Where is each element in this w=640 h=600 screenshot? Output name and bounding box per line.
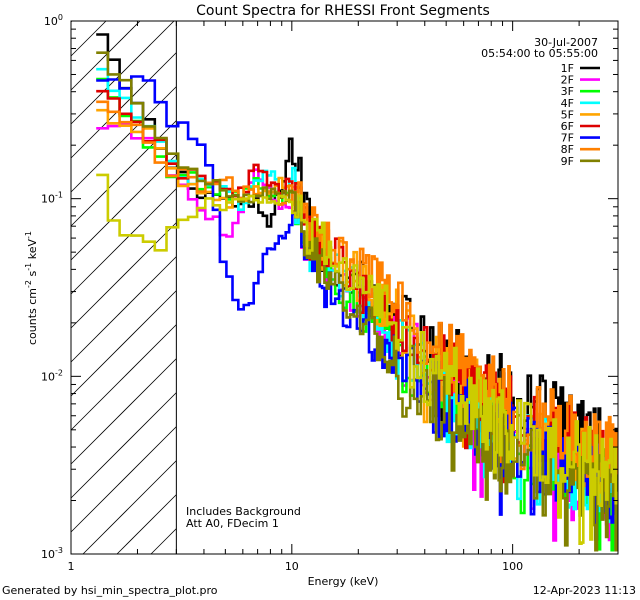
x-tick-label: 10	[285, 560, 299, 573]
hatch-line	[70, 154, 177, 261]
legend-label: 5F	[561, 108, 574, 121]
series-line-extra	[96, 173, 618, 545]
x-tick-label: 100	[502, 560, 523, 573]
y-tick-label: 10-2	[41, 368, 63, 383]
legend-label: 4F	[561, 97, 574, 110]
x-tick-label: 1	[68, 560, 75, 573]
annotation-background: Includes Background	[186, 505, 301, 518]
hatch-line	[70, 358, 177, 465]
legend-label: 3F	[561, 85, 574, 98]
hatch-line	[70, 20, 141, 91]
hatch-line	[70, 392, 177, 499]
hatch-line	[70, 426, 177, 533]
hatch-line	[116, 494, 177, 555]
y-axis-label: counts cm-2 s-1 keV-1	[24, 231, 39, 345]
y-tick-label: 100	[44, 13, 63, 28]
hatch-line	[70, 20, 175, 125]
y-tick-label: 10-3	[41, 546, 63, 561]
timestamp-label: 12-Apr-2023 11:13	[533, 584, 636, 597]
hatch-line	[70, 256, 177, 363]
hatch-line	[70, 222, 177, 329]
legend-label: 8F	[561, 143, 574, 156]
y-tick-label: 10-1	[41, 191, 63, 206]
hatch-line	[82, 460, 177, 555]
x-axis-label: Energy (keV)	[308, 575, 379, 588]
chart-title: Count Spectra for RHESSI Front Segments	[196, 3, 490, 19]
generated-by-label: Generated by hsi_min_spectra_plot.pro	[2, 584, 218, 597]
legend-label: 9F	[561, 155, 574, 168]
hatch-line	[70, 188, 177, 295]
hatch-line	[70, 20, 107, 57]
hatch-line	[70, 324, 177, 431]
date-label: 30-Jul-2007	[534, 36, 598, 49]
hatch-line	[70, 120, 177, 227]
hatch-line	[70, 290, 177, 397]
legend-label: 7F	[561, 132, 574, 145]
axis-ticks: 1 10 100 10-3 10-2 10-1 100	[41, 13, 619, 573]
plot-frame	[70, 20, 619, 555]
legend-label: 1F	[561, 62, 574, 75]
series-group	[96, 33, 618, 552]
low-energy-hatch-region	[70, 20, 177, 555]
time-range-label: 05:54:00 to 05:55:00	[481, 47, 598, 60]
legend-label: 6F	[561, 120, 574, 133]
hatch-line	[70, 86, 177, 193]
hatch-line	[150, 528, 177, 555]
legend-label: 2F	[561, 74, 574, 87]
annotation-attenuator: Att A0, FDecim 1	[186, 517, 279, 530]
hatch-line	[70, 52, 177, 159]
series-line-9f	[96, 51, 618, 552]
